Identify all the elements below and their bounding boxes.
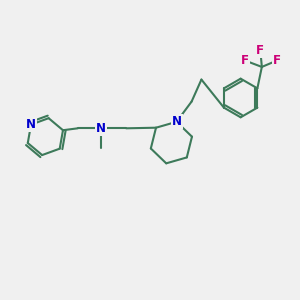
Text: N: N <box>96 122 106 135</box>
Text: N: N <box>172 115 182 128</box>
Text: F: F <box>273 54 281 67</box>
Text: N: N <box>26 118 36 131</box>
Text: F: F <box>241 54 249 67</box>
Text: F: F <box>256 44 264 57</box>
